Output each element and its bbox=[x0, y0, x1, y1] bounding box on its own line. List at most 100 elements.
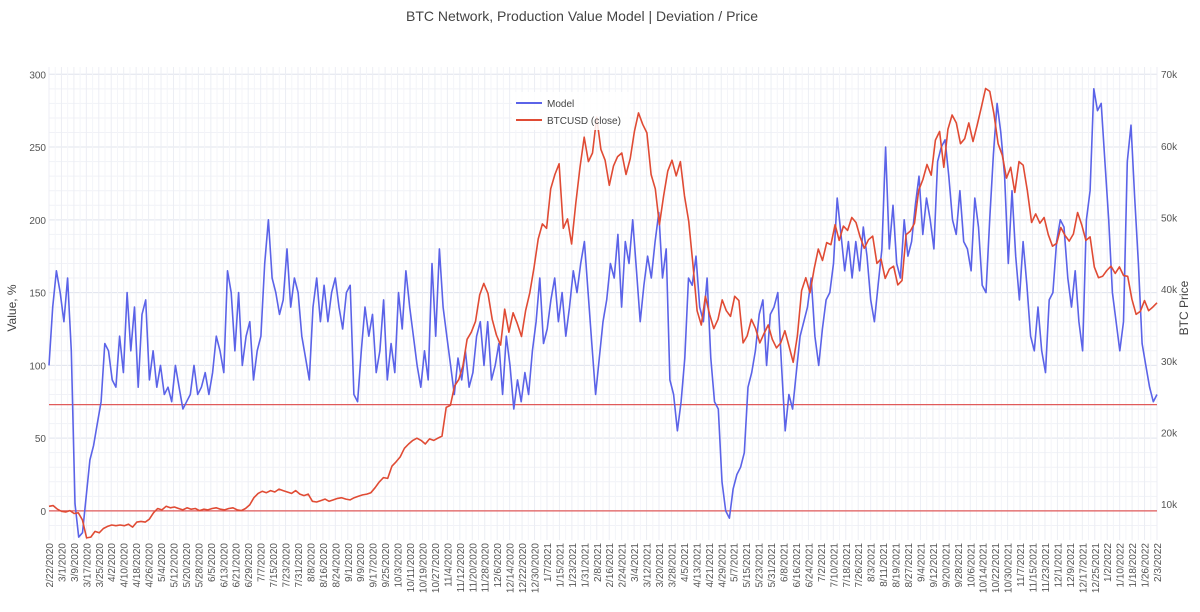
x-tick-label: 9/25/2020 bbox=[381, 543, 392, 588]
x-tick-label: 8/16/2020 bbox=[319, 543, 330, 588]
x-tick-label: 3/17/2020 bbox=[82, 543, 93, 588]
x-tick-label: 4/2/2020 bbox=[107, 543, 118, 582]
x-tick-label: 8/27/2021 bbox=[904, 543, 915, 588]
x-tick-label: 3/28/2021 bbox=[667, 543, 678, 588]
legend-background bbox=[512, 92, 630, 130]
left-tick-label: 0 bbox=[40, 507, 46, 518]
x-tick-label: 5/7/2021 bbox=[730, 543, 741, 582]
x-tick-label: 1/7/2021 bbox=[543, 543, 554, 582]
x-tick-label: 8/8/2020 bbox=[306, 543, 317, 582]
x-tick-label: 8/24/2020 bbox=[331, 543, 342, 588]
x-tick-label: 3/9/2020 bbox=[70, 543, 81, 582]
x-tick-label: 11/7/2021 bbox=[1016, 543, 1027, 587]
x-tick-label: 3/4/2021 bbox=[630, 543, 641, 582]
legend-label-model: Model bbox=[547, 99, 574, 110]
x-tick-label: 1/31/2021 bbox=[580, 543, 591, 588]
right-tick-label: 20k bbox=[1161, 429, 1178, 440]
x-tick-label: 12/1/2021 bbox=[1053, 543, 1064, 588]
x-tick-label: 7/10/2021 bbox=[829, 543, 840, 588]
x-tick-label: 4/5/2021 bbox=[680, 543, 691, 582]
x-tick-label: 6/5/2020 bbox=[207, 543, 218, 582]
x-tick-label: 2/8/2021 bbox=[593, 543, 604, 582]
left-tick-label: 150 bbox=[29, 289, 46, 300]
x-tick-label: 1/23/2021 bbox=[568, 543, 579, 588]
left-tick-label: 300 bbox=[29, 70, 46, 81]
x-tick-label: 11/4/2020 bbox=[443, 543, 454, 587]
x-tick-label: 1/18/2022 bbox=[1128, 543, 1139, 588]
x-tick-label: 8/3/2021 bbox=[867, 543, 878, 582]
x-tick-label: 2/3/2022 bbox=[1153, 543, 1164, 582]
x-tick-label: 11/15/2021 bbox=[1029, 543, 1040, 593]
right-tick-label: 60k bbox=[1161, 142, 1178, 153]
x-tick-label: 8/11/2021 bbox=[879, 543, 890, 587]
x-tick-label: 10/11/2020 bbox=[406, 543, 417, 593]
x-tick-label: 3/20/2021 bbox=[655, 543, 666, 588]
threshold-lines bbox=[49, 404, 1157, 512]
x-tick-label: 6/21/2020 bbox=[232, 543, 243, 588]
x-tick-label: 9/28/2021 bbox=[954, 543, 965, 588]
x-tick-label: 10/3/2020 bbox=[394, 543, 405, 588]
x-tick-label: 9/1/2020 bbox=[344, 543, 355, 582]
x-tick-label: 5/12/2020 bbox=[169, 543, 180, 588]
x-tick-label: 4/29/2021 bbox=[717, 543, 728, 588]
x-tick-label: 3/12/2021 bbox=[643, 543, 654, 588]
x-tick-label: 12/25/2021 bbox=[1091, 543, 1102, 593]
x-tick-label: 5/23/2021 bbox=[755, 543, 766, 588]
y-axis-right-title: BTC Price bbox=[1177, 280, 1191, 335]
chart-title: BTC Network, Production Value Model | De… bbox=[406, 8, 758, 24]
x-tick-label: 1/15/2021 bbox=[555, 543, 566, 588]
x-tick-label: 11/12/2020 bbox=[456, 543, 467, 593]
right-tick-label: 30k bbox=[1161, 357, 1178, 368]
x-tick-label: 2/24/2021 bbox=[618, 543, 629, 588]
x-tick-label: 5/4/2020 bbox=[157, 543, 168, 582]
y-axis-left-title: Value, % bbox=[5, 284, 19, 331]
left-tick-label: 250 bbox=[29, 143, 46, 154]
left-tick-label: 200 bbox=[29, 216, 46, 227]
x-tick-label: 11/20/2020 bbox=[468, 543, 479, 593]
x-tick-label: 11/28/2020 bbox=[481, 543, 492, 593]
x-tick-label: 10/22/2021 bbox=[991, 543, 1002, 593]
legend[interactable]: Model BTCUSD (close) bbox=[512, 92, 630, 130]
x-tick-label: 7/31/2020 bbox=[294, 543, 305, 588]
x-tick-label: 10/27/2020 bbox=[431, 543, 442, 593]
x-tick-label: 3/1/2020 bbox=[57, 543, 68, 582]
x-tick-label: 9/20/2021 bbox=[941, 543, 952, 588]
legend-label-btcusd: BTCUSD (close) bbox=[547, 116, 621, 127]
x-tick-label: 7/15/2020 bbox=[269, 543, 280, 588]
x-tick-label: 10/14/2021 bbox=[979, 543, 990, 593]
x-tick-label: 4/10/2020 bbox=[120, 543, 131, 588]
x-tick-label: 4/18/2020 bbox=[132, 543, 143, 588]
x-tick-label: 2/22/2020 bbox=[45, 543, 56, 588]
left-axis-ticks: 0 50 100 150 200 250 300 bbox=[29, 70, 46, 518]
series-line-model bbox=[48, 88, 1158, 538]
x-tick-label: 11/23/2021 bbox=[1041, 543, 1052, 593]
x-tick-label: 6/13/2020 bbox=[219, 543, 230, 588]
right-tick-label: 10k bbox=[1161, 500, 1178, 511]
x-tick-label: 6/29/2020 bbox=[244, 543, 255, 588]
x-tick-label: 5/20/2020 bbox=[182, 543, 193, 588]
x-tick-label: 9/12/2021 bbox=[929, 543, 940, 588]
x-tick-label: 7/2/2021 bbox=[817, 543, 828, 582]
x-tick-label: 5/31/2021 bbox=[767, 543, 778, 588]
x-tick-label: 10/19/2020 bbox=[418, 543, 429, 593]
x-tick-label: 4/13/2021 bbox=[692, 543, 703, 588]
x-tick-label: 5/15/2021 bbox=[742, 543, 753, 588]
x-tick-label: 7/7/2020 bbox=[257, 543, 268, 582]
x-tick-label: 10/6/2021 bbox=[966, 543, 977, 588]
x-axis-ticks: 2/22/2020 3/1/2020 3/9/2020 3/17/2020 3/25/2… bbox=[45, 543, 1164, 593]
x-tick-label: 6/8/2021 bbox=[780, 543, 791, 582]
right-tick-label: 50k bbox=[1161, 214, 1178, 225]
x-tick-label: 8/19/2021 bbox=[892, 543, 903, 588]
x-tick-label: 5/28/2020 bbox=[194, 543, 205, 588]
series-lines bbox=[48, 87, 1158, 539]
x-tick-label: 10/30/2021 bbox=[1004, 543, 1015, 593]
x-tick-label: 12/6/2020 bbox=[493, 543, 504, 588]
x-tick-label: 12/30/2020 bbox=[531, 543, 542, 593]
x-tick-label: 1/10/2022 bbox=[1116, 543, 1127, 588]
x-tick-label: 1/2/2022 bbox=[1103, 543, 1114, 582]
x-tick-label: 7/23/2020 bbox=[282, 543, 293, 588]
right-tick-label: 70k bbox=[1161, 70, 1178, 81]
x-tick-label: 6/16/2021 bbox=[792, 543, 803, 588]
